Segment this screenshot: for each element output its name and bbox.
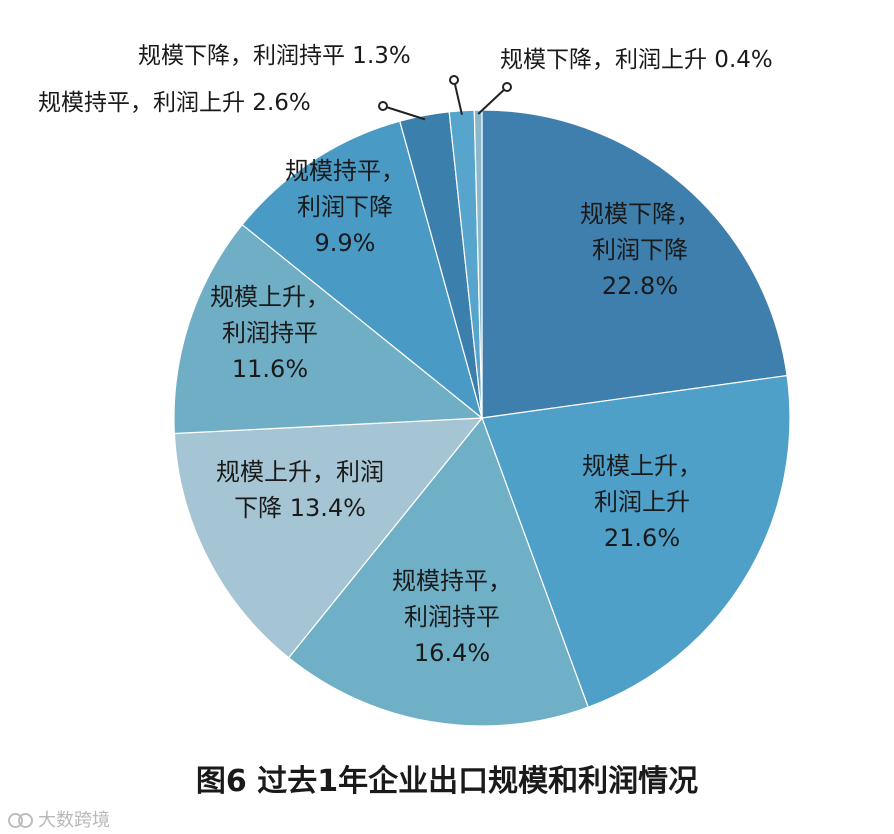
leader-dot <box>502 82 512 92</box>
leader-line <box>382 105 426 121</box>
slice-label: 规模持平，利润上升 2.6% <box>38 90 311 116</box>
slice-label: 规模下降，利润持平 1.3% <box>138 43 411 69</box>
leader-line <box>477 86 508 115</box>
pie-slice <box>173 223 484 435</box>
pie-slice <box>241 120 484 420</box>
slice-label: 规模下降，利润下降 22.8% <box>580 200 700 300</box>
slice-label: 规模上升，利润上升 21.6% <box>582 452 702 552</box>
watermark: 大数跨境 <box>8 806 110 832</box>
leader-dot <box>378 101 388 111</box>
slice-label: 规模持平，利润下降 9.9% <box>285 157 405 257</box>
pie-chart: 规模下降，利润下降 22.8% 规模上升，利润上升 21.6% 规模持平，利润持平 16.… <box>38 43 791 727</box>
pie-slice <box>481 109 788 419</box>
watermark-text: 大数跨境 <box>38 810 110 831</box>
pie-slice <box>173 417 484 659</box>
leader-line <box>453 79 463 115</box>
pie-slice <box>287 416 589 727</box>
slice-label: 规模上升，利润下降 13.4% <box>216 458 384 522</box>
slice-label: 规模持平，利润持平 16.4% <box>392 567 512 667</box>
leader-dot <box>449 75 459 85</box>
chart-title: 图6 过去1年企业出口规模和利润情况 <box>195 764 699 799</box>
watermark-logo-icon <box>8 810 34 828</box>
pie-slice <box>481 374 791 708</box>
slice-label: 规模下降，利润上升 0.4% <box>500 47 773 73</box>
slice-label: 规模上升，利润持平 11.6% <box>210 283 330 383</box>
